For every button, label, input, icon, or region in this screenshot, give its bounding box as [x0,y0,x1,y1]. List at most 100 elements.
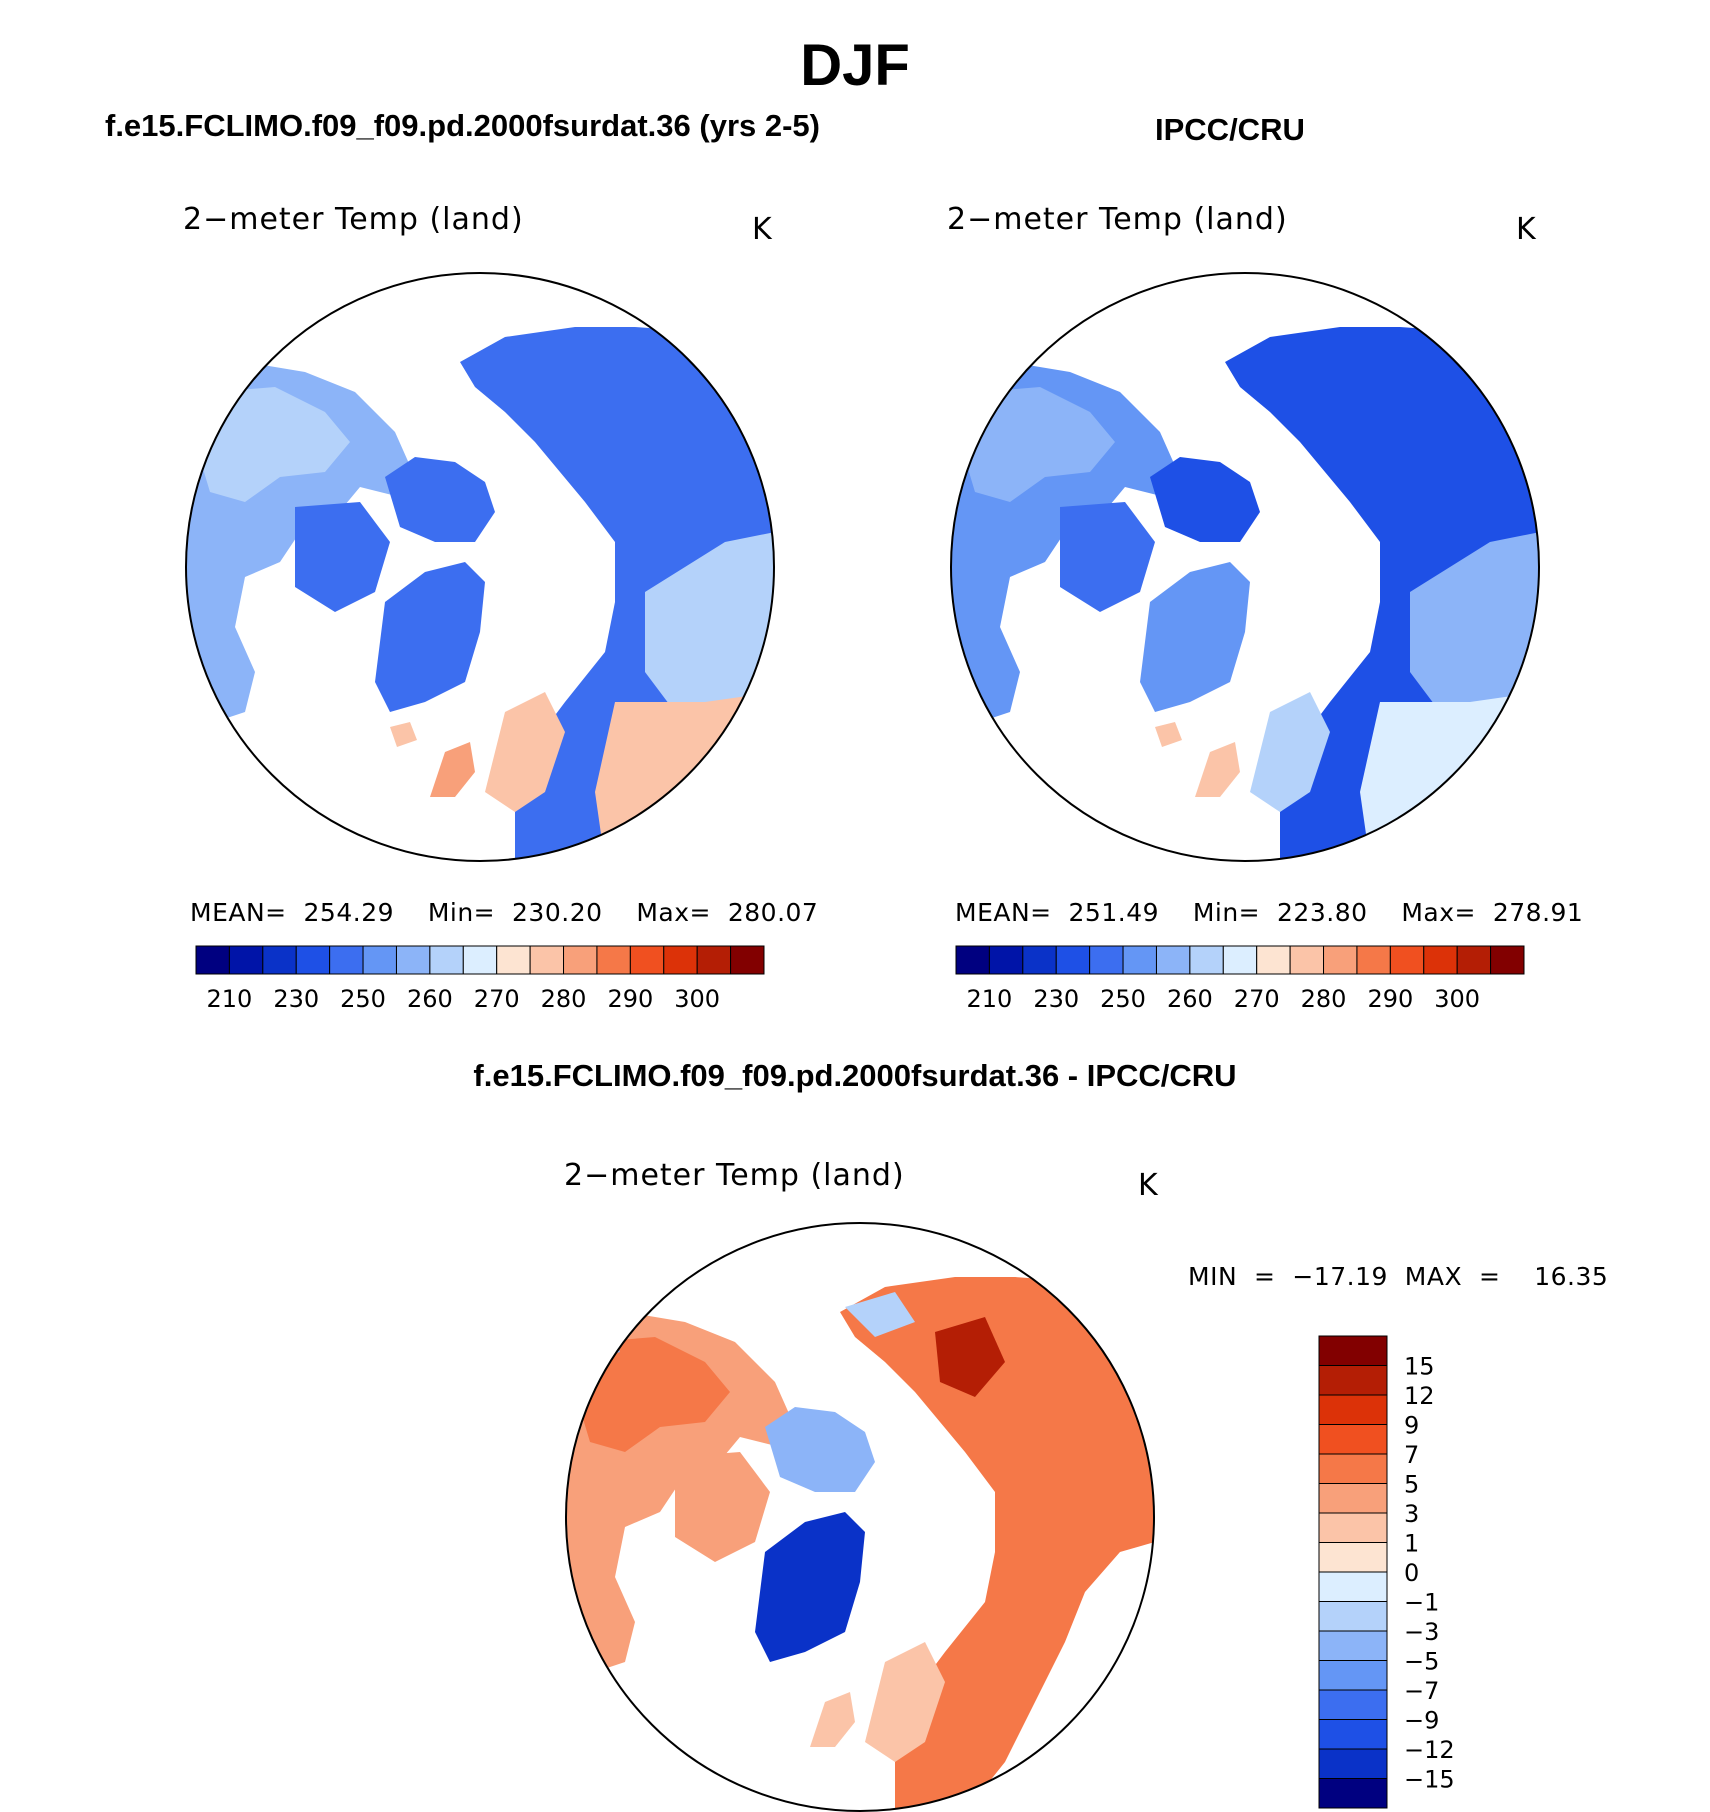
colorbar-box [1356,945,1391,975]
colorbar-tick-label: 230 [273,985,319,1013]
panel2-central-asia-land [1410,532,1539,712]
colorbar-box [730,945,765,975]
colorbar-box [1318,1542,1388,1573]
panel1-stats: MEAN= 254.29 Min= 230.20 Max= 280.07 [190,898,818,927]
panel1-iceland-land [390,722,417,747]
colorbar-box [1318,1778,1388,1809]
colorbar-box [1389,945,1425,975]
panel1-min-value: 230.20 [512,898,603,927]
difference-units-label: K [1138,1168,1158,1203]
colorbar-box [1318,1512,1388,1543]
difference-bering-cold-region [566,1317,620,1362]
panel1-eurasia-land [460,327,774,861]
panel1-british-isles-land [430,742,475,797]
colorbar-tick-label: 1 [1404,1530,1419,1558]
colorbar-box [529,945,565,975]
difference-alaska-land [575,1337,730,1452]
panel1-alaska-land [195,387,350,502]
panel1-map-border [185,272,775,862]
panel1-scandinavia-land [485,692,565,812]
colorbar-box [955,945,990,975]
colorbar-box [1318,1424,1388,1455]
colorbar-box [1318,1719,1388,1750]
colorbar-tick-label: 300 [674,985,720,1013]
panel1-greenland-land [375,562,485,712]
colorbar-tick-label: 0 [1404,1559,1419,1587]
colorbar-tick-label: 230 [1033,985,1079,1013]
panel2-eurasia-land [1225,327,1539,861]
colorbar-box [462,945,498,975]
panel1-case-title: f.e15.FCLIMO.f09_f09.pd.2000fsurdat.36 (… [105,108,820,143]
colorbar-box [1318,1660,1388,1691]
panel2-scandinavia-land [1250,692,1330,812]
colorbar-tick-label: −15 [1404,1766,1455,1794]
colorbar-tick-label: 280 [1301,985,1347,1013]
colorbar-box [1222,945,1258,975]
colorbar-box [429,945,464,975]
colorbar-tick-label: 270 [474,985,520,1013]
colorbar-box [496,945,531,975]
difference-polar-map [565,1222,1155,1812]
panel2-alaska-land [960,387,1115,502]
colorbar-box [1089,945,1124,975]
panel2-iceland-land [1155,722,1182,747]
panel2-mean-label: MEAN= [955,898,1052,927]
panel2-british-isles-land [1195,742,1240,797]
colorbar-tick-label: 270 [1234,985,1280,1013]
colorbar-box [663,945,698,975]
colorbar-box [1155,945,1191,975]
panel2-min-label: Min= [1192,898,1261,927]
colorbar-box [195,945,230,975]
colorbar-box [629,945,665,975]
colorbar-box [1318,1365,1388,1396]
panel2-max-value: 278.91 [1492,898,1584,927]
colorbar-box [1323,945,1358,975]
panel2-units-label: K [1516,212,1536,247]
difference-scandinavia-land [865,1642,945,1762]
colorbar-box [1318,1689,1388,1720]
colorbar-box [1022,945,1057,975]
panel1-units-label: K [752,212,772,247]
panel2-stats: MEAN= 251.49 Min= 223.80 Max= 278.91 [955,898,1583,927]
colorbar-box [596,945,631,975]
panel2-min-value: 223.80 [1277,898,1368,927]
colorbar-box [1289,945,1325,975]
colorbar-tick-label: −7 [1404,1677,1439,1705]
colorbar-box [1318,1394,1388,1425]
colorbar-tick-label: 250 [1100,985,1146,1013]
colorbar-box [1318,1483,1388,1514]
difference-siberia-warm-region [935,1317,1005,1397]
colorbar-box [563,945,598,975]
panel1-polar-map [185,272,775,862]
difference-british-isles-land [810,1692,855,1747]
colorbar-tick-label: 280 [541,985,587,1013]
colorbar-box [1490,945,1525,975]
colorbar-tick-label: −1 [1404,1589,1439,1617]
panel2-case-title: IPCC/CRU [1155,112,1305,147]
colorbar-tick-label: 9 [1404,1412,1419,1440]
colorbar-tick-label: 12 [1404,1382,1435,1410]
panel1-arctic-archipelago-land [385,457,495,542]
panel1-max-label: Max= [636,898,711,927]
panel2-canada-interior-land [1060,502,1155,612]
colorbar-box [1189,945,1224,975]
colorbar-box [1318,1748,1388,1779]
panel1-mean-label: MEAN= [190,898,287,927]
colorbar-tick-label: 260 [1167,985,1213,1013]
panel2-max-label: Max= [1401,898,1476,927]
colorbar-tick-label: 250 [340,985,386,1013]
difference-minmax: MIN = −17.19 MAX = 16.35 [1188,1262,1609,1291]
colorbar-box [1423,945,1458,975]
colorbar-box [988,945,1024,975]
difference-canada-interior-land [675,1452,770,1562]
panel2-polar-map [950,272,1540,862]
colorbar-tick-label: 210 [207,985,253,1013]
colorbar-box [395,945,431,975]
colorbar-box [329,945,364,975]
difference-eurasia-land [840,1277,1154,1811]
colorbar-tick-label: 210 [967,985,1013,1013]
panel2-arctic-archipelago-land [1150,457,1260,542]
colorbar-box [295,945,331,975]
colorbar-box [1055,945,1091,975]
colorbar-box [1318,1630,1388,1661]
